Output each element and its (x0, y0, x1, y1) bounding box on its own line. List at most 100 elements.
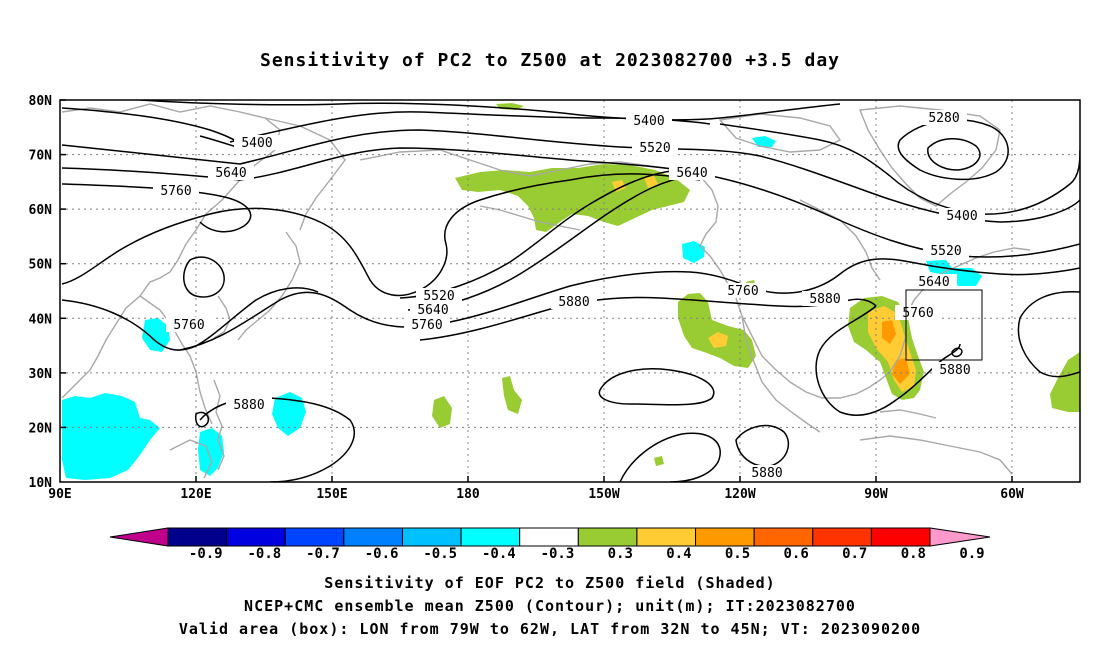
svg-text:5880: 5880 (558, 295, 589, 310)
colorbar-label: 0.6 (783, 546, 808, 562)
contour-5640-pac (407, 175, 691, 311)
colorbar-box (284, 527, 345, 547)
colorbar-box (167, 527, 228, 547)
colorbar-label: -0.9 (189, 546, 223, 562)
contour-label: 5880 (226, 397, 272, 413)
colorbar-label: 0.4 (666, 546, 691, 562)
contour-labels: 5400 5400 5520 5640 5640 5760 5280 5400 … (153, 110, 985, 481)
lat-label: 60N (29, 203, 53, 218)
svg-text:5280: 5280 (928, 111, 959, 126)
svg-text:5640: 5640 (215, 166, 246, 181)
shade-positive-small-3 (502, 376, 522, 414)
colorbar-box (812, 527, 872, 547)
svg-text:5520: 5520 (423, 289, 454, 304)
colorbar-label: 0.5 (725, 546, 750, 562)
colorbar-label: 0.8 (901, 546, 926, 562)
contour-label: 5880 (802, 291, 848, 307)
contour-5520-pac (399, 169, 681, 299)
shade-negative-arctic (752, 136, 776, 147)
colorbar-label: -0.7 (306, 546, 340, 562)
contour-label: 5760 (895, 305, 941, 321)
svg-text:5760: 5760 (411, 318, 442, 333)
caption-line-3: Valid area (box): LON from 79W to 62W, L… (178, 620, 922, 638)
lat-label: 20N (29, 421, 53, 436)
lon-label: 60W (1000, 487, 1024, 502)
contour-5400-top (139, 100, 841, 121)
contour-small-loop (951, 347, 963, 358)
z500-contours (61, 100, 1080, 482)
lat-label: 40N (29, 312, 53, 327)
contour-label: 5760 (166, 317, 212, 333)
shade-negative-labrador (926, 260, 982, 286)
lat-label: 70N (29, 149, 53, 164)
lat-label: 10N (29, 476, 53, 491)
coast-south-america (859, 435, 1013, 475)
lon-label: 90W (864, 487, 888, 502)
coast-hudson (799, 199, 881, 281)
svg-text:5520: 5520 (639, 141, 670, 156)
caption-line-2: NCEP+CMC ensemble mean Z500 (Contour); u… (244, 597, 856, 615)
shade-negative-gulf-alaska (682, 241, 705, 263)
coast-japan (237, 231, 301, 341)
lon-label: 150W (588, 487, 619, 502)
lon-label: 150E (316, 487, 347, 502)
coast-cuba (879, 409, 937, 419)
coast-arctic-islands (718, 113, 842, 153)
lon-label: 120W (724, 487, 755, 502)
colorbar-label: -0.6 (365, 546, 399, 562)
svg-text:5880: 5880 (751, 466, 782, 481)
contour-5280-inner (927, 138, 981, 171)
svg-text:5640: 5640 (417, 303, 448, 318)
colorbar-low-arrow (109, 527, 169, 547)
colorbar-high-arrow (929, 527, 991, 547)
contour-label: 5760 (153, 183, 199, 199)
coast-asia (61, 103, 281, 399)
contour-label: 5520 (416, 288, 462, 304)
shade-negative-pacific-west (272, 392, 306, 436)
contour-5760-loop (183, 256, 225, 298)
sensitivity-shading (62, 103, 1080, 480)
shade-positive-east-us-orange (882, 320, 910, 384)
colorbar-box (226, 527, 286, 547)
shade-positive-small-1 (432, 396, 452, 428)
svg-text:5760: 5760 (160, 184, 191, 199)
colorbar-labels: -0.9 -0.8 -0.7 -0.6 -0.5 -0.4 -0.3 0.3 0.4 0.5 0.6… (189, 546, 985, 562)
contour-label: 5520 (632, 140, 678, 156)
contour-label: 5760 (720, 283, 766, 299)
contour-label: 5760 (404, 317, 450, 333)
colorbar-label: -0.8 (248, 546, 282, 562)
svg-text:5400: 5400 (633, 114, 664, 129)
colorbar-box (577, 527, 638, 547)
contour-5880-main (419, 296, 877, 341)
contour-5880-atl (1017, 291, 1080, 378)
shade-positive-bering-orange (612, 176, 658, 192)
svg-text:5880: 5880 (809, 292, 840, 307)
contour-label: 5880 (551, 294, 597, 310)
shade-negative-philippine-sea (62, 393, 160, 480)
contour-label: 5880 (744, 465, 790, 481)
contour-label: 5640 (669, 165, 715, 181)
contour-5880-gulf (815, 305, 961, 416)
contour-label: 5400 (939, 208, 985, 224)
contour-5760-nw (61, 183, 252, 233)
contour-label: 5640 (911, 274, 957, 290)
coast-alaska (359, 149, 1031, 399)
coast-kamchatka (264, 117, 346, 231)
valid-area-box (905, 289, 983, 361)
lon-label: 180 (456, 487, 480, 502)
colorbar-box (460, 527, 521, 547)
coast-mexico (741, 315, 821, 433)
colorbar-box (519, 527, 579, 547)
contour-label: 5640 (208, 165, 254, 181)
coast-philippines (213, 379, 225, 471)
shade-negative-south-china (198, 428, 224, 476)
lon-label: 90E (48, 487, 71, 502)
contour-5760-main (61, 173, 701, 297)
svg-text:5880: 5880 (233, 398, 264, 413)
contour-5880-trop (619, 432, 721, 482)
colorbar-box (695, 527, 755, 547)
coastlines (61, 103, 1031, 479)
coast-borneo (169, 439, 213, 479)
colorbar-box (401, 527, 462, 547)
contour-5400-east (719, 123, 1080, 215)
